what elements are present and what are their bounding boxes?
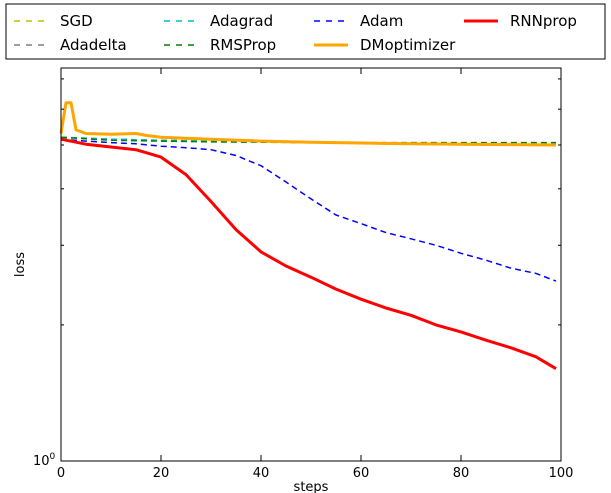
series-line-rnnprop bbox=[60, 137, 557, 370]
y-tick-exponent: 0 bbox=[50, 452, 56, 462]
legend-label-adam: Adam bbox=[360, 12, 403, 30]
legend-label-adadelta: Adadelta bbox=[60, 36, 127, 54]
legend-box bbox=[5, 3, 606, 60]
x-tick-label: 100 bbox=[549, 466, 574, 481]
plot-area bbox=[60, 67, 562, 462]
x-tick-label: 0 bbox=[57, 466, 65, 481]
x-axis-label: steps bbox=[294, 480, 329, 493]
y-axis-label: loss bbox=[13, 252, 28, 277]
series-line-dmoptimizer bbox=[59, 101, 557, 147]
x-tick-label: 20 bbox=[153, 466, 170, 481]
legend-label-adagrad: Adagrad bbox=[210, 12, 273, 30]
legend-label-dmoptimizer: DMoptimizer bbox=[360, 36, 456, 54]
series-layer bbox=[59, 101, 557, 370]
legend-label-sgd: SGD bbox=[60, 12, 93, 30]
y-tick-label: 100 bbox=[33, 452, 56, 469]
x-tick-label: 80 bbox=[453, 466, 470, 481]
legend-label-rmsprop: RMSProp bbox=[210, 36, 276, 54]
axis-ticks: 0 20 40 60 80 100 100 bbox=[33, 68, 573, 481]
x-tick-label: 40 bbox=[253, 466, 270, 481]
legend-label-rnnprop: RNNprop bbox=[510, 12, 577, 30]
x-tick-label: 60 bbox=[353, 466, 370, 481]
series-line-adam bbox=[60, 138, 557, 282]
legend: SGD Adagrad Adam RNNprop Adadelta RMSProp DMop… bbox=[5, 3, 606, 60]
